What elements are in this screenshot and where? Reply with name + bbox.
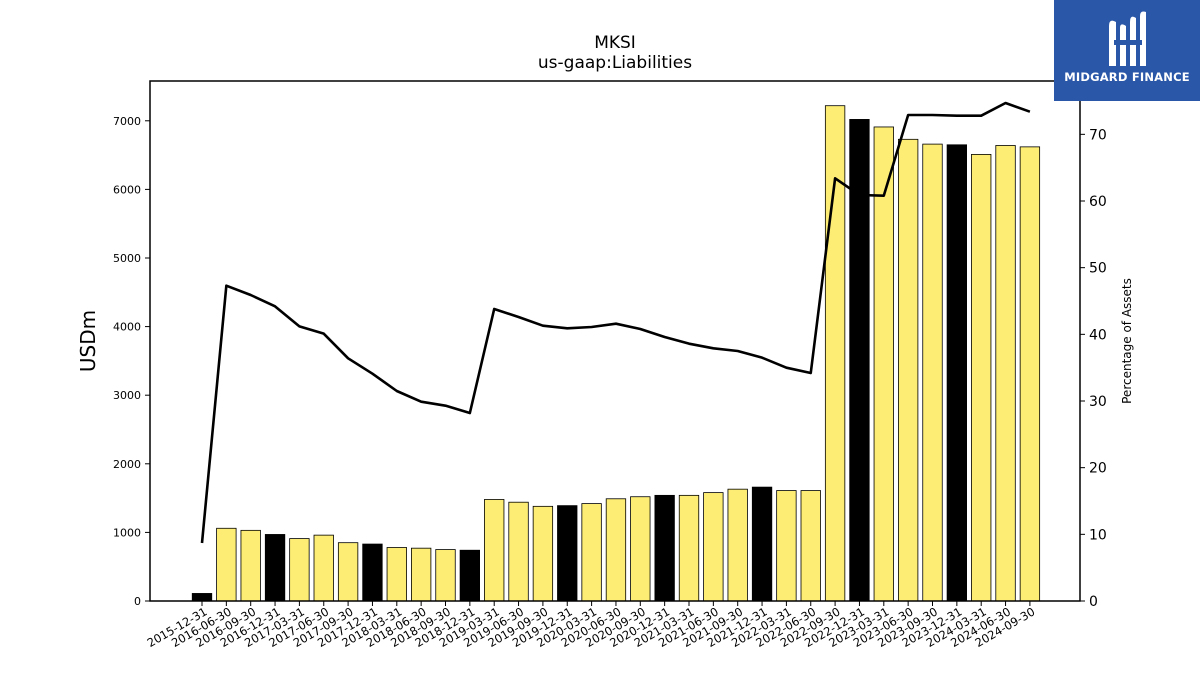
bar-2019-03-31 — [484, 499, 505, 602]
y-tick-label: 7000 — [113, 115, 141, 128]
bar-2019-06-30 — [508, 501, 529, 602]
chart-title: MKSI — [594, 33, 636, 53]
y-tick-label: 5000 — [113, 252, 141, 265]
bar-2020-12-31 — [654, 494, 675, 602]
bar-2023-12-31 — [946, 144, 967, 602]
bar-2016-06-30 — [216, 527, 237, 602]
y2-tick-label: 10 — [1089, 527, 1107, 543]
chart-subtitle: us-gaap:Liabilities — [538, 53, 692, 73]
y2-tick-label: 70 — [1089, 127, 1107, 143]
bar-2016-09-30 — [240, 529, 261, 602]
midgard-finance-logo: MIDGARD FINANCE — [1054, 0, 1200, 101]
y-axis-label: USDm — [76, 310, 100, 372]
bar-2022-03-31 — [776, 490, 797, 602]
bar-2023-03-31 — [873, 126, 894, 602]
bar-2017-12-31 — [362, 543, 383, 602]
y-tick-label: 4000 — [113, 321, 141, 334]
midgard-logo-icon — [1109, 11, 1146, 67]
bar-2021-06-30 — [703, 492, 724, 602]
bar-2017-06-30 — [313, 534, 334, 602]
bar-2021-03-31 — [678, 494, 700, 602]
bar-2018-06-30 — [410, 547, 432, 602]
logo-text: MIDGARD FINANCE — [1064, 70, 1190, 84]
y2-tick-label: 20 — [1089, 461, 1107, 477]
bar-2023-09-30 — [922, 143, 943, 602]
bar-2019-12-31 — [557, 505, 578, 602]
bar-2018-12-31 — [459, 549, 481, 602]
y2-tick-label: 60 — [1089, 194, 1107, 210]
y2-axis-label: Percentage of Assets — [1120, 278, 1134, 404]
bar-2024-06-30 — [995, 145, 1016, 602]
bar-2021-12-31 — [751, 486, 773, 602]
y2-tick-label: 30 — [1089, 394, 1107, 410]
bar-2022-06-30 — [800, 490, 821, 602]
bar-2019-09-30 — [532, 505, 554, 602]
bar-2024-03-31 — [971, 153, 992, 602]
y-tick-label: 6000 — [113, 183, 141, 196]
bar-2020-06-30 — [605, 498, 627, 602]
y2-tick-label: 40 — [1089, 327, 1107, 343]
y-tick-label: 2000 — [113, 458, 141, 471]
bar-2020-09-30 — [630, 496, 651, 602]
y-tick-label: 1000 — [113, 526, 141, 539]
bar-2024-09-30 — [1019, 146, 1041, 602]
bar-2020-03-31 — [581, 503, 602, 602]
bar-2018-03-31 — [386, 547, 407, 602]
bar-2017-09-30 — [337, 542, 359, 602]
y-tick-label: 0 — [134, 595, 141, 608]
bar-2023-06-30 — [898, 138, 919, 602]
bar-2015-12-31 — [191, 593, 213, 602]
bar-2018-09-30 — [435, 549, 456, 602]
y-tick-label: 3000 — [113, 389, 141, 402]
bar-2021-09-30 — [727, 488, 748, 602]
plot-frame — [149, 80, 1081, 602]
y2-tick-label: 50 — [1089, 261, 1107, 277]
y2-tick-label: 0 — [1089, 594, 1098, 610]
bar-2017-03-31 — [289, 538, 310, 602]
bar-2016-12-31 — [264, 534, 286, 602]
percentage-line — [200, 101, 1031, 544]
